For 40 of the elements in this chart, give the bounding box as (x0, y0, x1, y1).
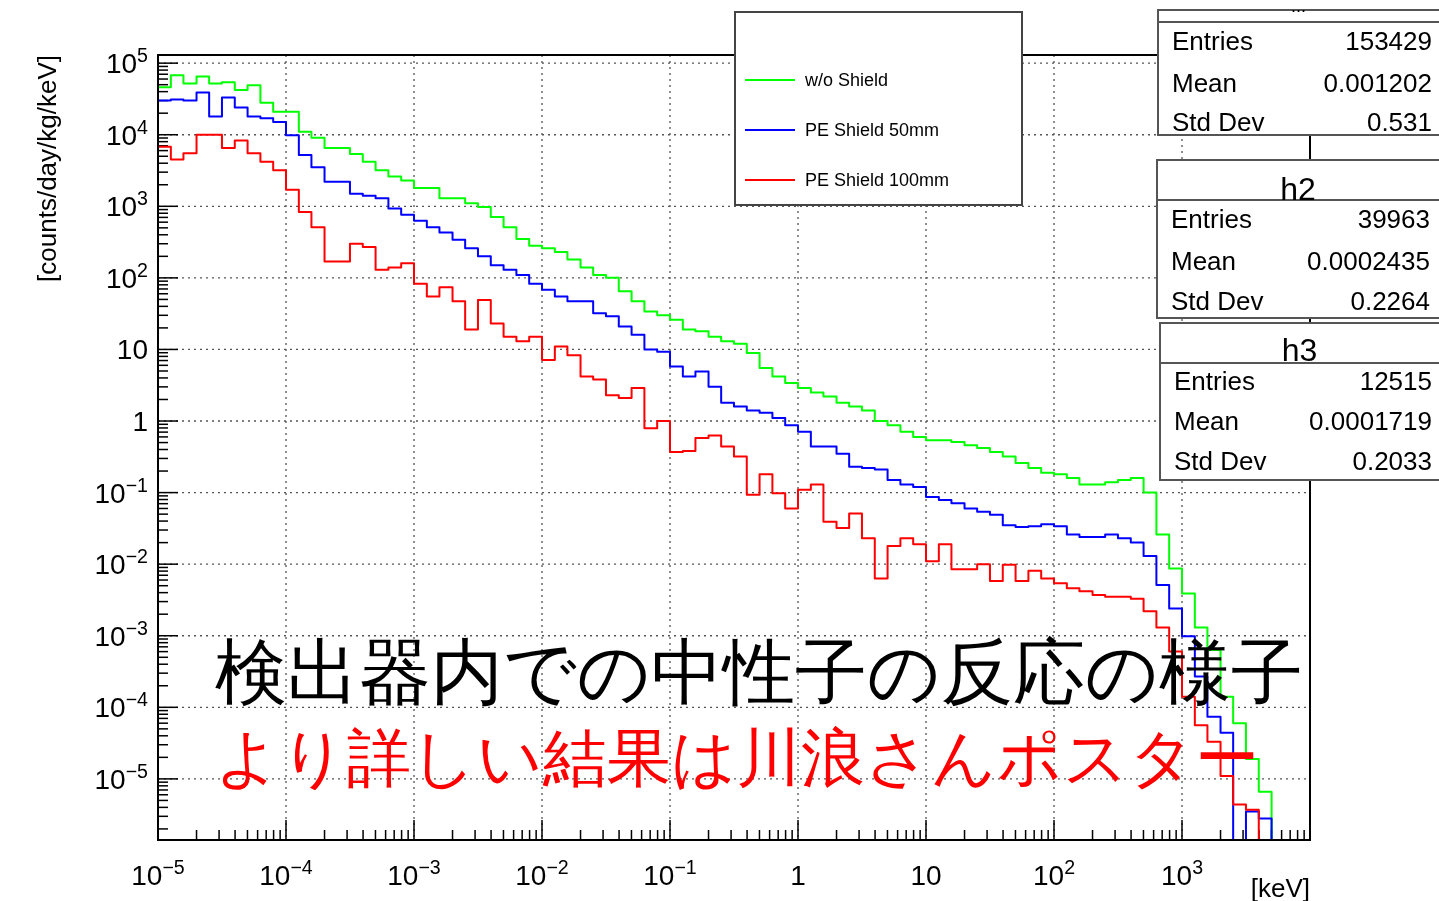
x-tick-label: 1 (790, 860, 806, 891)
legend-label: w/o Shield (804, 70, 889, 90)
annotation: Mean (1172, 68, 1238, 98)
annotation: Mean (1174, 406, 1240, 436)
annotation: Entries (1171, 204, 1252, 234)
x-tick-label: 10$^{3}$ (1160, 856, 1204, 891)
y-tick-label: 10$^{3}$ (105, 187, 149, 223)
annotation: h2 (1280, 171, 1316, 207)
y-tick-label: 10$^{2}$ (105, 258, 148, 294)
annotation: Entries (1174, 366, 1255, 396)
y-tick-label: 1 (132, 406, 148, 438)
x-tick-label: 10$^{−2}$ (515, 856, 569, 891)
x-tick-label: 10$^{−4}$ (259, 856, 313, 891)
annotation: Std Dev (1172, 107, 1265, 137)
annotation: Std Dev (1174, 446, 1267, 476)
annotation: 0.0002435 (1307, 246, 1430, 276)
y-axis-title: [counts/day/kg/keV] (32, 55, 62, 282)
y-tick-label: 10$^{−4}$ (94, 688, 149, 724)
y-tick-label: 10$^{−3}$ (94, 616, 149, 652)
annotation: h3 (1281, 332, 1318, 368)
annotation: Mean (1171, 246, 1237, 276)
x-tick-label: 10$^{−3}$ (387, 856, 441, 891)
annotation: Entries (1172, 26, 1253, 56)
text: 0.2033 (1352, 446, 1432, 476)
legend-label: PE Shield 100mm (805, 170, 950, 190)
y-tick-label: 10$^{4}$ (105, 115, 149, 151)
text: 0.2264 (1350, 286, 1430, 316)
y-tick-label: 10$^{−5}$ (94, 759, 149, 795)
x-tick-label: 10$^{−1}$ (643, 856, 697, 891)
y-tick-label: 10$^{−2}$ (94, 545, 148, 581)
text: 12515 (1359, 366, 1432, 396)
x-tick-label: 10 (910, 860, 942, 891)
y-tick-label: 10$^{−1}$ (94, 473, 148, 509)
text: 39963 (1357, 204, 1430, 234)
y-tick-label: 10$^{5}$ (105, 44, 149, 80)
annotation: 0.0001719 (1309, 406, 1432, 436)
legend-label: PE Shield 50mm (805, 120, 940, 140)
annotation: Std Dev (1171, 286, 1264, 316)
y-tick-label: 10 (116, 334, 148, 366)
x-tick-label: 10$^{2}$ (1032, 856, 1076, 891)
